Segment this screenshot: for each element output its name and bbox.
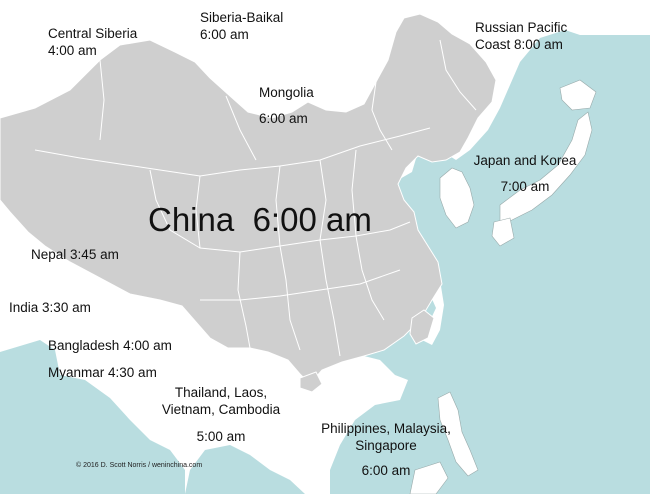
korea-peninsula	[439, 167, 475, 229]
province-borders	[34, 39, 477, 357]
mongolia-name: Mongolia	[259, 85, 314, 100]
central-siberia-label: Central Siberia 4:00 am	[48, 25, 137, 59]
indochina-name-1: Thailand, Laos,	[174, 385, 268, 400]
philippines	[437, 391, 479, 477]
nepal-label: Nepal 3:45 am	[31, 246, 119, 263]
siberia-baikal-time: 6:00 am	[200, 27, 249, 42]
russian-pacific-label: Russian Pacific Coast 8:00 am	[475, 19, 567, 53]
bangladesh-name: Bangladesh	[48, 338, 120, 353]
china-time: 6:00 am	[252, 201, 372, 238]
russian-pacific-name-2: Coast	[475, 37, 511, 52]
indochina-time: 5:00 am	[196, 429, 246, 444]
japan-honshu	[499, 111, 593, 226]
myanmar-time: 4:30 am	[108, 365, 157, 380]
south-china-sea	[185, 445, 305, 494]
bangladesh-label: Bangladesh 4:00 am	[48, 337, 172, 354]
hainan-island	[299, 371, 323, 393]
russian-pacific-name-1: Russian Pacific	[475, 20, 568, 35]
se-asia-name-2: Singapore	[355, 438, 417, 453]
myanmar-name: Myanmar	[48, 365, 105, 380]
nepal-name: Nepal	[31, 247, 67, 262]
mongolia-time: 6:00 am	[259, 111, 308, 126]
siberia-baikal-name: Siberia-Baikal	[200, 10, 284, 25]
mongolia-label: Mongolia 6:00 am	[259, 80, 314, 132]
china-label: China 6:00 am	[148, 202, 372, 238]
india-label: India 3:30 am	[9, 299, 91, 316]
japan-hokkaido	[559, 79, 597, 111]
se-asia-time: 6:00 am	[361, 463, 411, 478]
japan-korea-time: 7:00 am	[500, 179, 550, 194]
india-time: 3:30 am	[42, 300, 91, 315]
japan-korea-label: Japan and Korea 7:00 am	[464, 148, 586, 200]
india-name: India	[9, 300, 39, 315]
russian-pacific-time: 8:00 am	[514, 37, 563, 52]
central-siberia-name: Central Siberia	[48, 26, 138, 41]
myanmar-label: Myanmar 4:30 am	[48, 364, 157, 381]
se-asia-label: Philippines, Malaysia, Singapore 6:00 am	[306, 420, 466, 479]
japan-kyushu	[491, 217, 515, 247]
copyright-credit: © 2016 D. Scott Norris / weninchina.com	[76, 462, 203, 469]
nepal-time: 3:45 am	[70, 247, 119, 262]
china-name: China	[148, 201, 235, 238]
taiwan-island	[409, 309, 435, 345]
central-siberia-time: 4:00 am	[48, 43, 97, 58]
japan-korea-name: Japan and Korea	[473, 153, 577, 168]
bay-of-bengal	[0, 340, 185, 494]
indochina-name-2: Vietnam, Cambodia	[161, 402, 281, 417]
borneo-islands	[409, 461, 449, 494]
bangladesh-time: 4:00 am	[123, 338, 172, 353]
indochina-label: Thailand, Laos, Vietnam, Cambodia 5:00 a…	[150, 384, 292, 445]
se-asia-name-1: Philippines, Malaysia,	[321, 421, 451, 436]
siberia-baikal-label: Siberia-Baikal 6:00 am	[200, 9, 283, 43]
